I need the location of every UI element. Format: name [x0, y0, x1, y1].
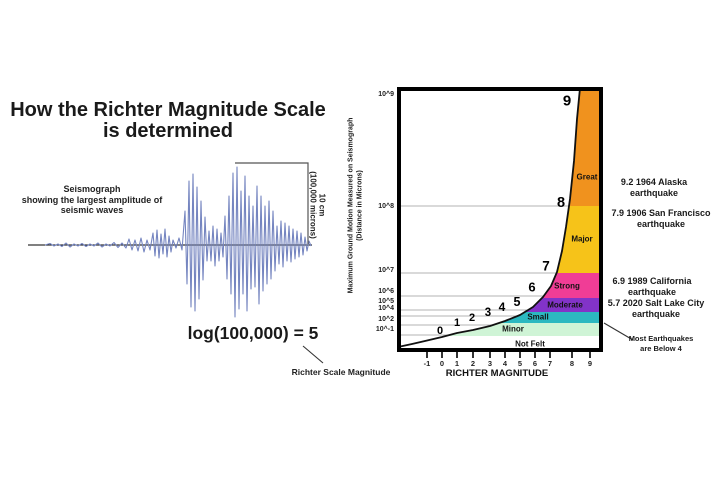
annotation-most-earthquakes: Most Earthquakes are Below 4 [616, 334, 706, 353]
seismograph-caption-line2: showing the largest amplitude of [21, 194, 163, 205]
x-tick-3: 3 [488, 359, 492, 368]
page-title-line2: is determined [102, 120, 234, 142]
annotation-alaska-line2: earthquake [629, 188, 679, 198]
seismograph-caption-line1: Seismograph [63, 184, 121, 194]
curve-label-4: 4 [499, 300, 506, 314]
x-tick-1: 1 [455, 359, 459, 368]
annotation-san-francisco: 7.9 1906 San Francisco earthquake [601, 208, 720, 230]
curve-label-6: 6 [528, 280, 535, 295]
annotation-california-line2: earthquake [627, 287, 677, 297]
y-tick-10e8: 10^8 [378, 203, 394, 210]
band-label-minor: Minor [502, 325, 524, 334]
annotation-salt-lake-city-line1: 5.7 2020 Salt Lake City [607, 298, 705, 308]
formula-pointer-line [302, 345, 324, 364]
annotation-most-earthquakes-line1: Most Earthquakes [628, 334, 694, 343]
curve-label-7: 7 [542, 259, 550, 274]
curve-label-0: 0 [437, 325, 443, 337]
most-earthquakes-pointer-line [603, 322, 634, 341]
y-tick-10e4: 10^4 [378, 305, 394, 312]
band-label-moderate: Moderate [547, 301, 583, 310]
annotation-san-francisco-line2: earthquake [636, 219, 686, 229]
amplitude-label-line1: 10 cm [317, 193, 327, 217]
x-tick-marks [426, 352, 591, 358]
annotation-alaska: 9.2 1964 Alaska earthquake [599, 177, 709, 199]
band-label-strong: Strong [554, 282, 580, 291]
amplitude-bracket [235, 162, 309, 244]
curve-label-9: 9 [563, 93, 571, 110]
curve-label-3: 3 [485, 307, 491, 319]
x-tick-2: 2 [471, 359, 475, 368]
y-tick-10e6: 10^6 [378, 288, 394, 295]
y-tick-10e7: 10^7 [378, 267, 394, 274]
annotation-salt-lake-city-line2: earthquake [631, 309, 681, 319]
formula-pointer-label: Richter Scale Magnitude [291, 367, 391, 377]
magnitude-curve [397, 87, 581, 348]
x-tick-0: 0 [440, 359, 444, 368]
chart-border [397, 87, 603, 352]
annotation-salt-lake-city: 5.7 2020 Salt Lake City earthquake [596, 298, 716, 320]
x-tick-7: 7 [548, 359, 552, 368]
y-tick-10e-1: 10^-1 [375, 326, 394, 333]
page-title: How the Richter Magnitude Scale is deter… [0, 100, 336, 142]
band-label-major: Major [571, 235, 592, 244]
x-tick-9: 9 [588, 359, 592, 368]
curve-label-1: 1 [454, 317, 460, 329]
amplitude-label: 10 cm (100,000 microns) [309, 158, 327, 253]
y-tick-10e5: 10^5 [378, 298, 394, 305]
x-tick-8: 8 [570, 359, 574, 368]
curve-label-5: 5 [514, 295, 521, 309]
richter-formula: log(100,000) = 5 [187, 323, 319, 343]
x-axis-title: RICHTER MAGNITUDE [446, 368, 548, 379]
x-tick-6: 6 [533, 359, 537, 368]
band-label-small: Small [527, 313, 548, 322]
richter-magnitude-chart: 0 1 2 3 4 5 6 7 8 9 Great Major Strong M… [397, 87, 603, 379]
x-tick-5: 5 [518, 359, 522, 368]
y-tick-10e9: 10^9 [378, 91, 394, 98]
annotation-most-earthquakes-line2: are Below 4 [640, 343, 682, 353]
annotation-san-francisco-line1: 7.9 1906 San Francisco [611, 208, 711, 218]
x-tick-4: 4 [503, 359, 508, 368]
page-title-line1: How the Richter Magnitude Scale [10, 99, 326, 121]
annotation-california: 6.9 1989 California earthquake [592, 276, 712, 298]
seismograph-caption: Seismograph showing the largest amplitud… [12, 184, 172, 216]
seismograph-waveform [44, 166, 312, 318]
curve-label-8: 8 [557, 195, 565, 211]
curve-label-2: 2 [469, 312, 475, 324]
x-tick--1: -1 [424, 359, 431, 368]
annotation-alaska-line1: 9.2 1964 Alaska [620, 177, 688, 187]
y-tick-10e2: 10^2 [378, 316, 394, 323]
band-label-not-felt: Not Felt [515, 340, 545, 349]
amplitude-label-line2: (100,000 microns) [308, 171, 318, 239]
seismograph-caption-line3: seismic waves [60, 205, 124, 215]
annotation-california-line1: 6.9 1989 California [612, 276, 692, 286]
band-label-great: Great [577, 173, 598, 182]
